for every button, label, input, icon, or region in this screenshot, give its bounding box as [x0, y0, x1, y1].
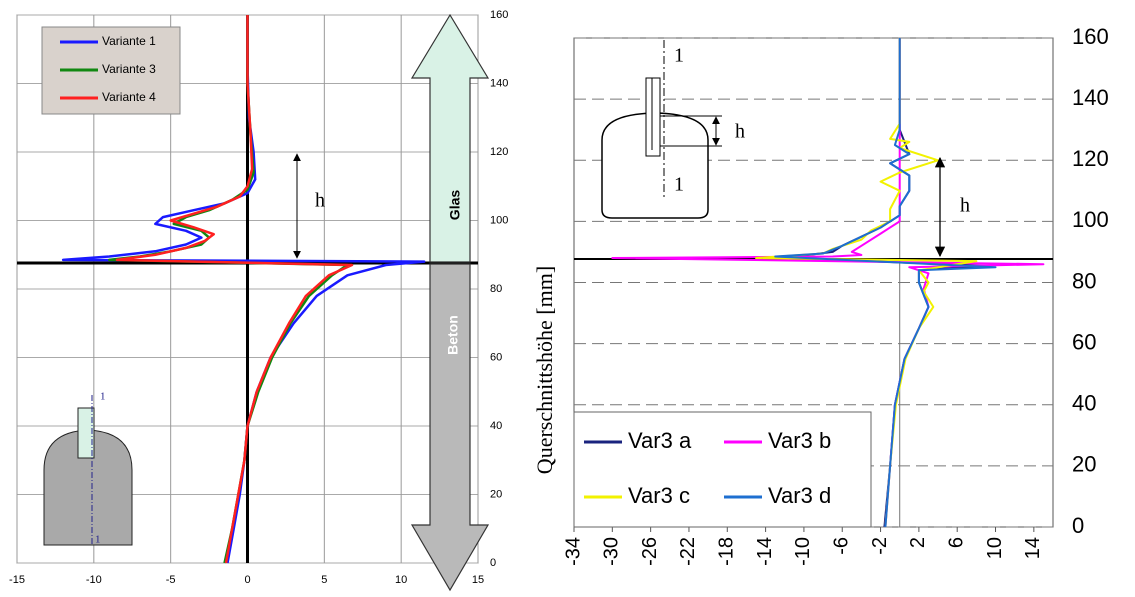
y-tick-label: 40 [490, 420, 502, 432]
y-tick-label: 160 [490, 9, 508, 21]
x-tick-label: -22 [677, 537, 699, 566]
legend-label: Var3 a [628, 428, 692, 453]
x-tick-label: 15 [472, 574, 484, 586]
x-tick-label: -15 [9, 574, 25, 586]
x-tick-label: -18 [716, 537, 738, 566]
annotation: 1 [95, 534, 101, 546]
x-tick-label: -10 [792, 537, 814, 566]
y-tick-label: 40 [1072, 391, 1096, 416]
inset-glass [77, 407, 95, 459]
y-tick-label: 140 [1072, 85, 1109, 110]
y-tick-label: 120 [1072, 146, 1109, 171]
y-tick-label: 160 [1072, 24, 1109, 49]
y-tick-label: 100 [490, 214, 508, 226]
legend-label: Var3 d [768, 483, 831, 508]
y-tick-label: 140 [490, 77, 508, 89]
y-axis-label: Querschnittshöhe [mm] [532, 266, 557, 474]
x-tick-label: 5 [321, 574, 327, 586]
decorations [43, 13, 946, 592]
series-line [115, 15, 354, 564]
x-tick-label: -2 [869, 537, 891, 555]
annotation: h [735, 121, 745, 143]
x-tick-label: -26 [639, 537, 661, 566]
annotation: Glas [447, 190, 463, 221]
inset-glass [645, 77, 661, 157]
y-tick-label: 60 [490, 351, 502, 363]
y-tick-label: 20 [1072, 452, 1096, 477]
y-tick-label: 0 [1072, 513, 1084, 538]
x-tick-label: -34 [562, 537, 584, 566]
x-tick-label: 0 [244, 574, 250, 586]
series-line [774, 38, 997, 528]
y-tick-label: 20 [490, 488, 502, 500]
legend-label: Var3 c [628, 483, 690, 508]
x-tick-label: 10 [984, 537, 1006, 559]
x-tick-label: 14 [1022, 537, 1044, 559]
annotation: Beton [445, 315, 461, 355]
glass-arrow [410, 13, 490, 263]
concrete-arrow [410, 263, 490, 592]
legend-label: Variante 3 [102, 62, 156, 76]
y-tick-label: 120 [490, 146, 508, 158]
annotation: h [960, 195, 970, 217]
inset-shape [601, 112, 709, 219]
y-tick-label: 100 [1072, 207, 1109, 232]
y-tick-label: 80 [490, 283, 502, 295]
annotation: h [315, 190, 325, 212]
y-tick-label: 0 [490, 557, 496, 569]
x-tick-label: -30 [601, 537, 623, 566]
x-tick-label: -14 [754, 537, 776, 566]
x-tick-label: -10 [86, 574, 102, 586]
x-tick-label: 10 [395, 574, 407, 586]
legend-label: Var3 b [768, 428, 831, 453]
legend-label: Variante 1 [102, 34, 156, 48]
y-tick-label: 80 [1072, 268, 1096, 293]
annotation: 1 [674, 174, 684, 196]
annotation: 1 [100, 391, 106, 403]
x-tick-label: -5 [166, 574, 176, 586]
legend-box [573, 411, 872, 528]
annotation: 1 [674, 45, 684, 67]
legend-label: Variante 4 [102, 90, 156, 104]
y-tick-label: 60 [1072, 329, 1096, 354]
x-tick-label: 6 [945, 537, 967, 548]
x-tick-label: 2 [907, 537, 929, 548]
x-tick-label: -6 [831, 537, 853, 555]
